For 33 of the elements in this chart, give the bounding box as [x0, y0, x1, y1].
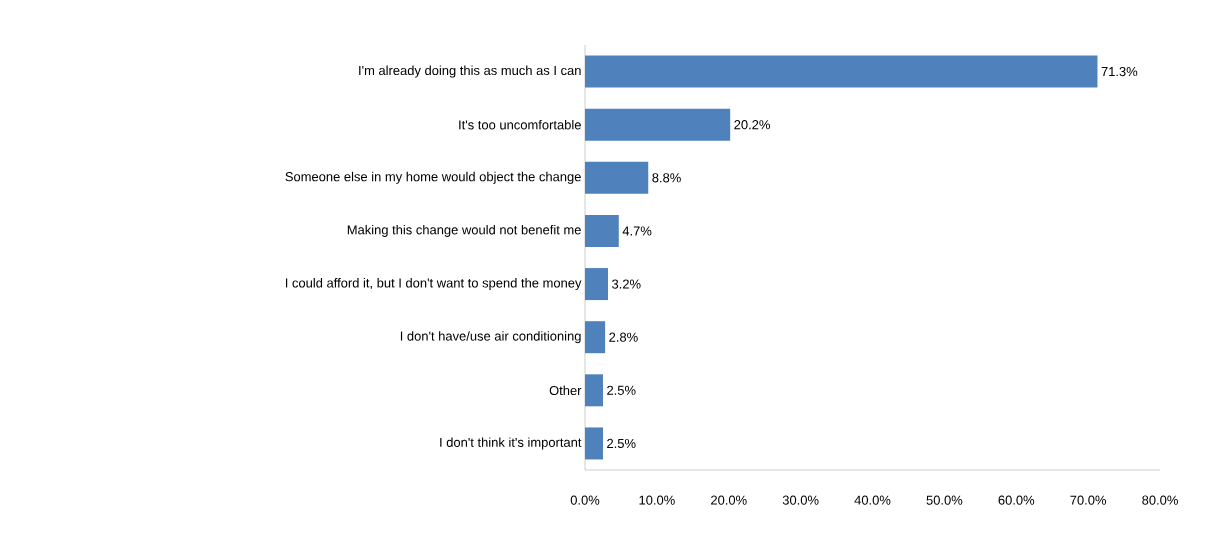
y-tick-label: It's too uncomfortable	[459, 119, 581, 130]
x-tick-label: 70.0%	[1070, 495, 1107, 505]
data-label: 71.3%	[1101, 66, 1138, 77]
bar	[585, 321, 606, 354]
y-tick-label: Someone else in my home would object the change	[285, 171, 581, 184]
bar	[585, 268, 608, 301]
y-tick-label: I don't think it's important	[440, 437, 582, 450]
data-label: 8.8%	[652, 173, 681, 183]
x-tick-label: 20.0%	[711, 495, 747, 505]
x-tick-label: 60.0%	[998, 495, 1035, 505]
x-tick-label: 30.0%	[782, 495, 819, 505]
y-tick-label: Making this change would not benefit me	[347, 224, 581, 237]
data-label: 4.7%	[622, 226, 652, 236]
data-label: 2.8%	[609, 332, 638, 342]
bar	[585, 55, 1098, 88]
x-tick-label: 0.0%	[570, 495, 600, 505]
y-tick-label: I don't have/use air conditioning	[400, 331, 581, 344]
bar	[585, 161, 649, 194]
y-tick-label: I could afford it, but I don't want to spend the money	[285, 278, 582, 291]
data-label: 2.5%	[607, 438, 636, 449]
data-label: 3.2%	[612, 279, 641, 289]
x-tick-label: 50.0%	[926, 495, 963, 505]
bar	[585, 108, 731, 141]
x-tick-label: 10.0%	[639, 495, 675, 505]
data-label: 2.5%	[607, 385, 636, 395]
bar	[585, 427, 603, 460]
data-label: 20.2%	[734, 120, 770, 130]
x-tick-label: 40.0%	[854, 495, 891, 505]
x-tick-label: 80.0%	[1142, 495, 1178, 505]
y-tick-label: I'm already doing this as much as I can	[359, 65, 581, 78]
y-tick-label: Other	[549, 385, 582, 396]
bar	[585, 214, 619, 247]
bar	[585, 374, 603, 407]
